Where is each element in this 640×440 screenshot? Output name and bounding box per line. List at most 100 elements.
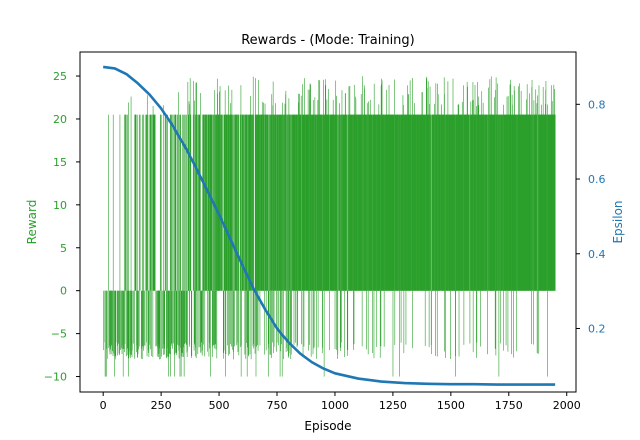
reward-bar xyxy=(103,290,105,351)
reward-bar xyxy=(160,114,162,291)
reward-bar xyxy=(511,290,512,355)
reward-bar xyxy=(296,290,298,348)
reward-bar xyxy=(247,114,249,291)
reward-bar xyxy=(128,102,129,291)
reward-bar xyxy=(204,290,206,357)
y2-tick-label: 0.6 xyxy=(588,173,606,186)
reward-bar xyxy=(242,114,244,291)
reward-bar xyxy=(244,114,245,291)
reward-bar xyxy=(371,114,373,291)
reward-bar xyxy=(194,100,195,291)
reward-bar xyxy=(419,114,420,291)
reward-bar xyxy=(256,114,257,291)
reward-bar xyxy=(273,290,275,347)
reward-bar xyxy=(286,290,287,348)
reward-bar xyxy=(335,114,337,291)
reward-bar xyxy=(186,114,187,291)
reward-bar xyxy=(249,114,251,291)
reward-bar xyxy=(365,114,367,291)
reward-bar xyxy=(351,114,353,291)
reward-bar xyxy=(150,114,152,291)
reward-bar xyxy=(208,114,209,291)
reward-bar xyxy=(353,290,354,350)
reward-bar xyxy=(124,290,125,352)
reward-bar xyxy=(301,290,302,345)
reward-bar xyxy=(505,114,507,291)
reward-bar xyxy=(454,114,456,291)
reward-bar xyxy=(505,290,507,346)
reward-bar xyxy=(469,290,471,344)
reward-bar xyxy=(200,93,201,291)
reward-bar xyxy=(501,114,503,291)
reward-bar xyxy=(400,114,401,291)
reward-bar xyxy=(303,290,305,347)
y-tick-label: 20 xyxy=(53,113,67,126)
reward-bar xyxy=(194,290,196,344)
reward-bar xyxy=(105,290,106,377)
reward-bar xyxy=(148,290,149,353)
reward-bar xyxy=(207,290,208,352)
reward-bar xyxy=(336,290,337,350)
reward-bar xyxy=(172,114,174,291)
reward-bar xyxy=(434,103,435,291)
reward-bar xyxy=(399,290,400,377)
reward-bar xyxy=(394,114,395,291)
reward-bar xyxy=(144,290,146,346)
x-axis-title: Episode xyxy=(304,419,351,433)
reward-bar xyxy=(178,290,180,359)
reward-bar xyxy=(175,114,176,291)
reward-bar xyxy=(266,114,268,291)
reward-bar xyxy=(139,114,141,291)
reward-bar xyxy=(136,290,137,353)
reward-bar xyxy=(180,114,181,291)
reward-bar xyxy=(124,114,125,291)
reward-bar xyxy=(276,290,278,343)
reward-bar xyxy=(392,114,394,291)
reward-bar xyxy=(488,87,489,291)
reward-bar xyxy=(194,114,196,291)
reward-bar xyxy=(112,114,114,291)
reward-bar xyxy=(192,114,194,291)
reward-bar xyxy=(236,290,238,346)
reward-bar xyxy=(428,114,430,291)
reward-bar xyxy=(245,114,247,291)
reward-bar xyxy=(350,114,351,291)
reward-bar xyxy=(123,290,125,349)
reward-bar xyxy=(510,114,512,291)
reward-bar xyxy=(487,114,488,291)
reward-bar xyxy=(126,290,128,349)
reward-bar xyxy=(444,114,446,291)
reward-bar xyxy=(247,114,248,291)
reward-bar xyxy=(112,290,114,357)
reward-bar xyxy=(225,290,226,377)
reward-bar xyxy=(252,290,254,347)
reward-bar xyxy=(119,290,120,356)
reward-bar xyxy=(270,290,272,355)
reward-bar xyxy=(512,114,514,291)
reward-bar xyxy=(446,114,448,291)
reward-bar xyxy=(149,114,151,291)
reward-bar xyxy=(193,80,194,291)
reward-bar xyxy=(204,114,205,291)
reward-bar xyxy=(208,290,210,343)
reward-bar xyxy=(347,290,349,350)
x-tick-label: 250 xyxy=(151,399,172,412)
reward-bar xyxy=(238,114,239,291)
reward-bar xyxy=(137,114,139,291)
reward-bar xyxy=(410,114,412,291)
reward-bar xyxy=(436,114,438,291)
reward-bar xyxy=(312,114,314,291)
reward-bar xyxy=(111,290,112,345)
reward-bar xyxy=(281,114,283,291)
reward-bar xyxy=(210,114,212,291)
reward-bar xyxy=(264,290,265,355)
reward-bar xyxy=(329,290,330,350)
reward-bar xyxy=(234,114,235,291)
reward-bar xyxy=(532,114,533,291)
reward-bar xyxy=(277,114,279,291)
y-tick-label: −10 xyxy=(44,371,67,384)
reward-bar xyxy=(106,290,108,377)
reward-bar xyxy=(178,92,179,291)
reward-bar xyxy=(463,85,464,291)
reward-bar xyxy=(531,290,532,345)
